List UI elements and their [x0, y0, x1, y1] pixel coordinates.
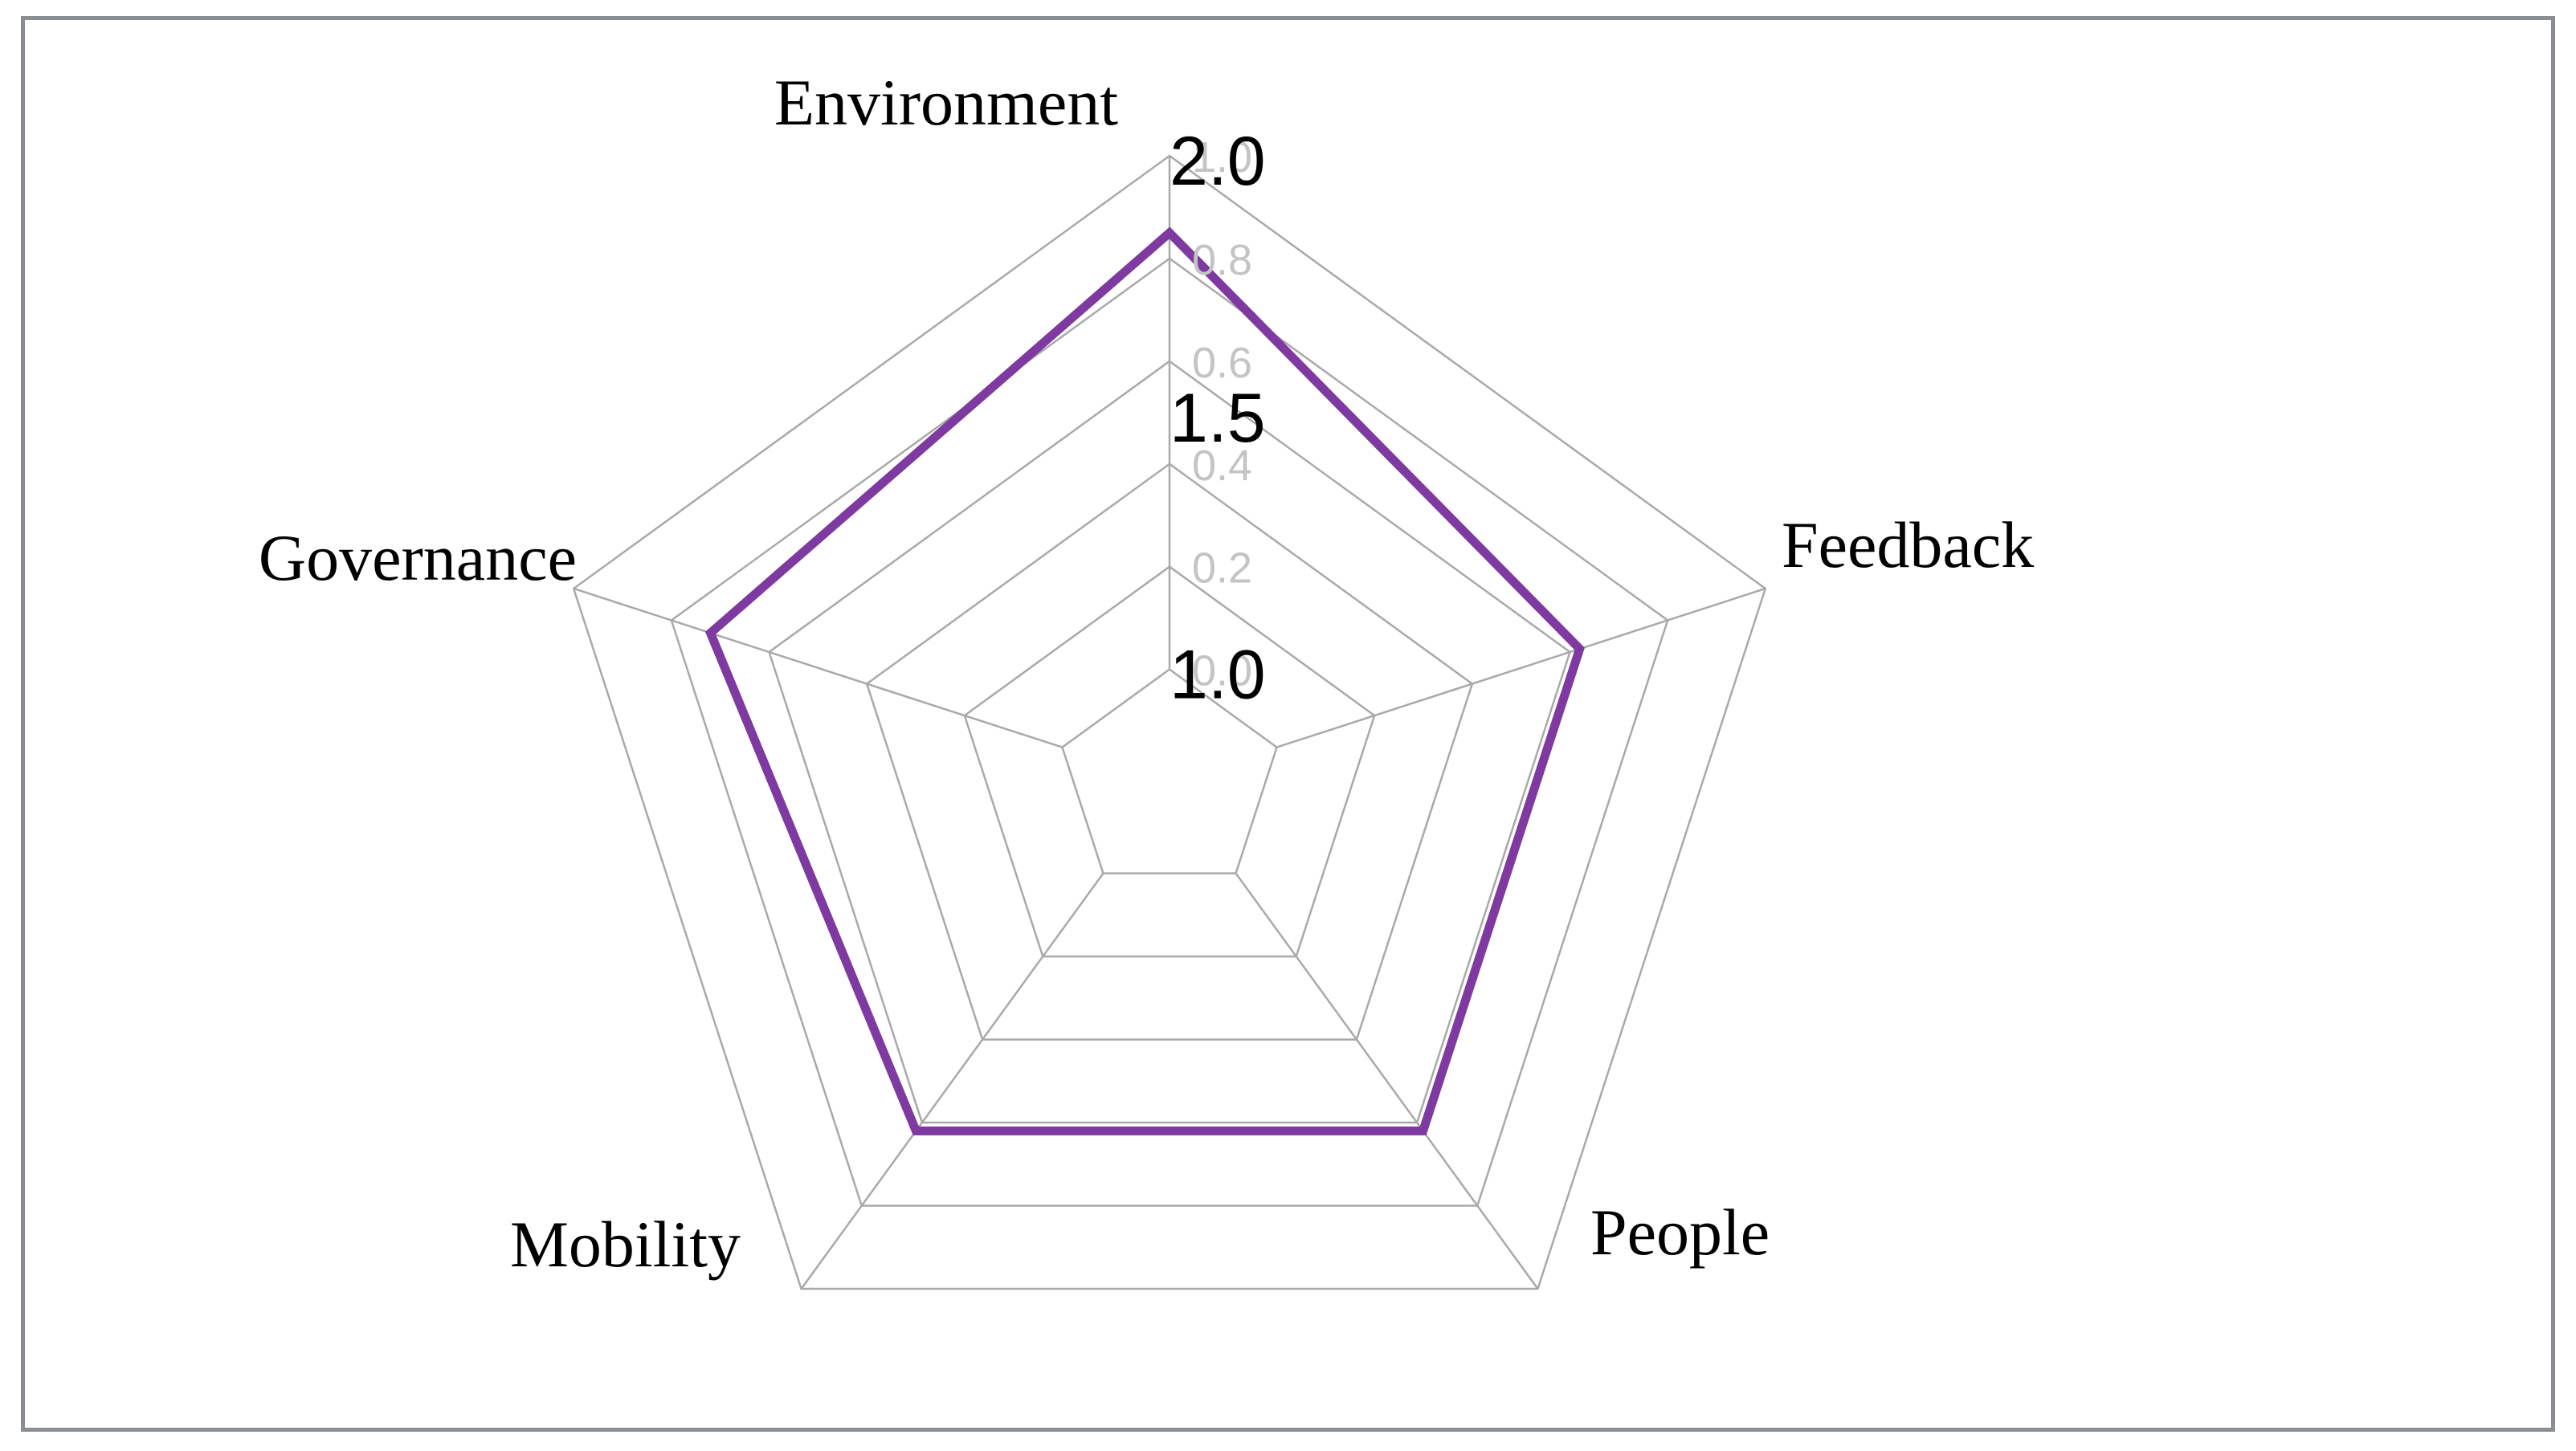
tick-label-dark-1: 1.5 — [1170, 380, 1266, 457]
grid-spoke-2 — [1235, 872, 1539, 1290]
axis-labels: Environment Feedback People Mobility Governa… — [259, 66, 2034, 1281]
data-point-feedback — [1578, 648, 1581, 650]
radial-tick-labels: 0.0 0.2 0.4 0.6 0.8 1.0 1.0 1.5 2.0 — [1170, 123, 1266, 714]
grid-ring-2 — [865, 463, 1474, 1041]
grid-ring-3 — [768, 360, 1571, 1124]
grid-ring-4 — [670, 257, 1669, 1207]
axis-label-people: People — [1590, 1196, 1770, 1269]
radar-grid — [572, 154, 1767, 1290]
tick-label-grey-3: 0.6 — [1192, 339, 1252, 387]
tick-label-grey-4: 0.8 — [1192, 236, 1252, 284]
grid-spoke-1 — [1276, 587, 1766, 748]
tick-label-dark-2: 2.0 — [1170, 123, 1266, 200]
grid-ring-5 — [572, 154, 1767, 1290]
axis-label-feedback: Feedback — [1782, 508, 2034, 581]
grid-ring-0 — [1061, 668, 1278, 874]
axis-label-mobility: Mobility — [510, 1208, 741, 1281]
tick-label-grey-0: 0.0 — [1192, 647, 1252, 695]
radar-series — [704, 226, 1585, 1135]
axis-label-environment: Environment — [774, 66, 1118, 139]
tick-label-grey-5: 1.0 — [1192, 133, 1252, 181]
series-line-0 — [704, 226, 1585, 1135]
data-point-environment — [1169, 231, 1170, 234]
data-point-mobility — [915, 1130, 917, 1132]
data-point-people — [1422, 1130, 1424, 1132]
chart-frame — [21, 16, 2555, 1432]
tick-label-grey-2: 0.4 — [1192, 442, 1252, 490]
axis-label-governance: Governance — [259, 521, 577, 594]
grid-spoke-4 — [573, 587, 1063, 748]
grid-spoke-3 — [800, 872, 1104, 1290]
grid-ring-1 — [963, 565, 1376, 958]
data-point-governance — [709, 632, 712, 634]
tick-label-grey-1: 0.2 — [1192, 544, 1252, 593]
tick-label-dark-0: 1.0 — [1170, 637, 1266, 714]
